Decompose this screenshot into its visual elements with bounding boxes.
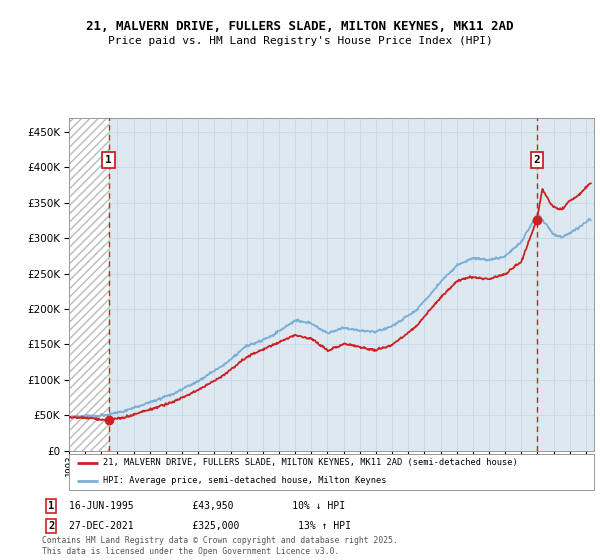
- Text: Contains HM Land Registry data © Crown copyright and database right 2025.
This d: Contains HM Land Registry data © Crown c…: [42, 536, 398, 556]
- Text: 16-JUN-1995          £43,950          10% ↓ HPI: 16-JUN-1995 £43,950 10% ↓ HPI: [69, 501, 345, 511]
- Text: 21, MALVERN DRIVE, FULLERS SLADE, MILTON KEYNES, MK11 2AD (semi-detached house): 21, MALVERN DRIVE, FULLERS SLADE, MILTON…: [103, 458, 518, 467]
- Text: Price paid vs. HM Land Registry's House Price Index (HPI): Price paid vs. HM Land Registry's House …: [107, 36, 493, 46]
- Bar: [69, 118, 109, 451]
- Text: 2: 2: [534, 155, 541, 165]
- Text: 1: 1: [48, 501, 54, 511]
- Text: 2: 2: [48, 521, 54, 531]
- Text: 1: 1: [105, 155, 112, 165]
- Text: HPI: Average price, semi-detached house, Milton Keynes: HPI: Average price, semi-detached house,…: [103, 477, 386, 486]
- Text: 21, MALVERN DRIVE, FULLERS SLADE, MILTON KEYNES, MK11 2AD: 21, MALVERN DRIVE, FULLERS SLADE, MILTON…: [86, 20, 514, 32]
- Text: 27-DEC-2021          £325,000          13% ↑ HPI: 27-DEC-2021 £325,000 13% ↑ HPI: [69, 521, 351, 531]
